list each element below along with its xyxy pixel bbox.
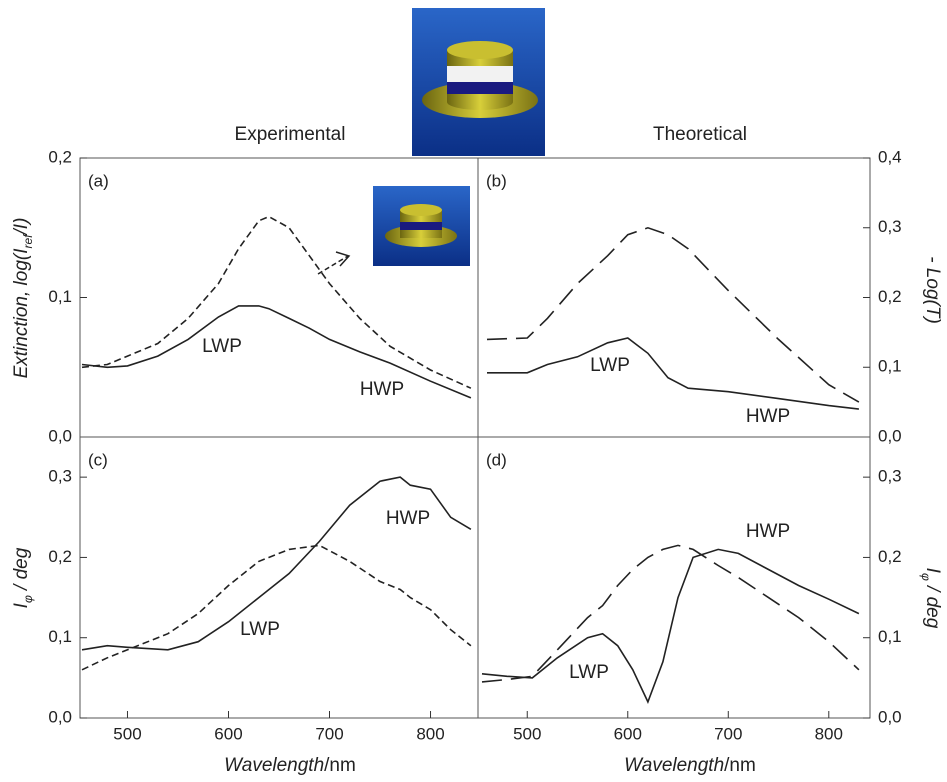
y-axis-label-sub: φ: [919, 573, 933, 581]
y-tick-label: 0,2: [878, 287, 902, 306]
column-title: Experimental: [235, 124, 346, 145]
y-axis-label-main: Extinction, log(I: [11, 248, 32, 379]
curve-label: HWP: [746, 521, 790, 542]
x-tick-label: 700: [315, 724, 343, 743]
y-axis-label-sub: ref: [21, 233, 35, 249]
y-axis-label-tail: /I): [11, 218, 32, 237]
x-tick-label: 500: [513, 724, 541, 743]
x-axis-label-tail: /nm: [324, 755, 356, 776]
y-axis-label-main: I: [11, 602, 32, 608]
x-tick-label: 500: [113, 724, 141, 743]
plot-frame: [477, 157, 871, 438]
plot-frame: [477, 436, 871, 719]
y-tick-label: 0,1: [878, 357, 902, 376]
hat-icon-large: [412, 8, 545, 156]
y-tick-label: 0,0: [878, 426, 902, 445]
y-tick-label: 0,0: [48, 707, 72, 726]
panel-label: (d): [486, 450, 507, 469]
y-axis-label-main: I: [922, 568, 943, 574]
curve-label: HWP: [360, 379, 404, 400]
panel-label: (a): [88, 171, 109, 190]
series-line: [81, 215, 472, 389]
y-tick-label: 0,4: [878, 147, 902, 166]
y-tick-label: 0,3: [878, 217, 902, 236]
series-line: [481, 548, 860, 704]
y-tick-label: 0,2: [48, 147, 72, 166]
curve-label: LWP: [569, 662, 609, 683]
curve-label: LWP: [590, 355, 630, 376]
x-axis-label-tail: /nm: [724, 755, 756, 776]
x-tick-label: 600: [614, 724, 642, 743]
y-tick-label: 0,2: [878, 547, 902, 566]
x-tick-label: 800: [815, 724, 843, 743]
y-axis-label-sub: φ: [21, 595, 35, 603]
y-tick-label: 0,1: [48, 627, 72, 646]
x-axis-label: Wavelength/nm: [624, 755, 756, 776]
y-tick-label: 0,0: [48, 426, 72, 445]
hat-icon-small: [373, 186, 470, 266]
y-tick-label: 0,1: [48, 287, 72, 306]
x-axis-label-main: Wavelength: [624, 755, 724, 776]
y-axis-label: Extinction, log(Iref/I): [11, 218, 35, 379]
curve-label: LWP: [240, 619, 280, 640]
curve-label: HWP: [386, 508, 430, 529]
y-axis-label-tail: / deg: [922, 581, 943, 629]
x-tick-label: 700: [714, 724, 742, 743]
panel-label: (c): [88, 450, 108, 469]
series-line: [486, 226, 860, 403]
curve-label: HWP: [746, 406, 790, 427]
y-axis-label: - Log(T): [922, 256, 943, 324]
series-line: [481, 544, 860, 683]
y-tick-label: 0,2: [48, 547, 72, 566]
x-tick-label: 800: [416, 724, 444, 743]
y-axis-label: Iφ / deg: [11, 547, 35, 608]
curve-label: LWP: [202, 336, 242, 357]
y-tick-label: 0,3: [878, 467, 902, 486]
x-tick-label: 600: [214, 724, 242, 743]
plot-frame: [79, 436, 479, 719]
y-axis-label: Iφ / deg: [919, 568, 943, 629]
x-axis-label-main: Wavelength: [224, 755, 324, 776]
series-line: [81, 476, 472, 651]
y-tick-label: 0,0: [878, 707, 902, 726]
y-axis-label-tail: / deg: [11, 547, 32, 595]
arrow: [317, 251, 351, 275]
y-tick-label: 0,1: [878, 627, 902, 646]
series-line: [81, 544, 472, 671]
series-line: [487, 337, 859, 410]
y-tick-label: 0,3: [48, 467, 72, 486]
column-title: Theoretical: [653, 124, 747, 145]
panel-label: (b): [486, 171, 507, 190]
x-axis-label: Wavelength/nm: [224, 755, 356, 776]
series-line: [81, 305, 472, 399]
